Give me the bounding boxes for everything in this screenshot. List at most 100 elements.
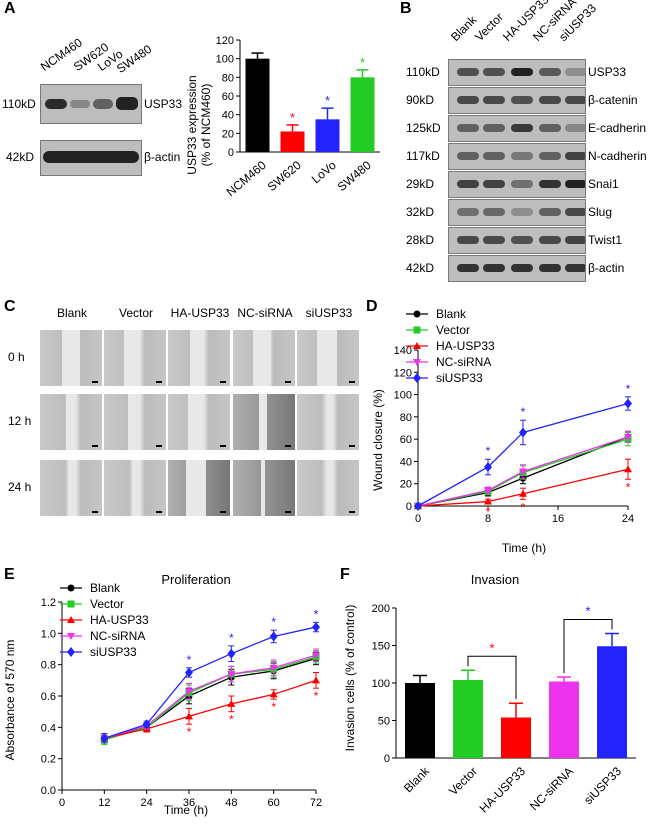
band: [565, 208, 585, 216]
series-line: [417, 468, 629, 507]
band: [457, 152, 479, 160]
band: [116, 97, 138, 110]
wound-image: [104, 394, 166, 450]
scale-bar: [220, 445, 226, 447]
panel-label-f: F: [340, 566, 350, 583]
protein-label: USP33: [588, 65, 627, 79]
y-tick-label: 80: [400, 412, 412, 424]
y-tick-label: 100: [372, 678, 390, 690]
data-point: [67, 647, 75, 657]
mw-label: 42kD: [6, 150, 35, 164]
significance-bracket: [563, 619, 613, 673]
data-point: [185, 688, 193, 696]
x-tick-label: 8: [485, 513, 491, 525]
column-label: NC-siRNA: [237, 306, 293, 320]
data-point: [100, 733, 109, 744]
series-line: [417, 436, 629, 507]
band: [483, 96, 505, 104]
wound-image: [297, 460, 359, 516]
x-tick-label: 16: [552, 513, 564, 525]
data-point: [484, 487, 492, 495]
wound-gap: [66, 394, 74, 450]
legend-label: siUSP33: [436, 371, 483, 385]
bar: [549, 681, 579, 758]
mw-label: 42kD: [406, 261, 435, 275]
column-label: siUSP33: [305, 306, 353, 320]
series-line: [104, 657, 317, 739]
scale-bar: [349, 381, 355, 383]
scale-bar: [156, 511, 162, 513]
significance-marker: *: [290, 110, 295, 125]
significance-marker: *: [489, 640, 494, 655]
y-tick-label: 0: [406, 501, 412, 513]
panel-label-c: C: [4, 298, 16, 315]
data-point: [413, 359, 421, 366]
panel-label-a: A: [4, 0, 16, 17]
protein-label: Slug: [588, 205, 613, 219]
band: [511, 180, 533, 188]
blot-strip-actin: [40, 140, 142, 176]
x-tick-label: 48: [225, 797, 237, 809]
data-point: [624, 465, 632, 473]
data-point: [227, 648, 236, 659]
row-label: 12 h: [8, 414, 32, 428]
x-tick-label: siUSP33: [581, 764, 624, 807]
band: [457, 208, 479, 216]
band: [539, 180, 561, 188]
band: [457, 68, 479, 76]
wound-image: [168, 460, 230, 516]
scale-bar: [220, 511, 226, 513]
y-tick-label: 1.0: [41, 628, 56, 640]
band: [539, 264, 561, 272]
scale-bar: [285, 445, 291, 447]
protein-label: β-catenin: [588, 93, 638, 107]
y-tick-label: 20: [222, 128, 234, 140]
band: [457, 96, 479, 104]
significance-marker: *: [271, 700, 276, 714]
x-tick-label: Vector: [446, 764, 480, 798]
significance-marker: *: [486, 444, 491, 458]
x-tick-label: LoVo: [309, 158, 339, 187]
band: [483, 264, 505, 272]
y-tick-label: 0.6: [41, 691, 56, 703]
blot-strip: [448, 171, 586, 198]
y-tick-label: 40: [222, 110, 234, 122]
wound-gap: [62, 330, 80, 386]
data-point: [269, 690, 278, 698]
data-point: [67, 600, 75, 608]
data-point: [519, 427, 527, 438]
y-tick-label: 20: [400, 479, 412, 491]
scale-bar: [92, 445, 98, 447]
wound-gap: [259, 394, 267, 450]
data-point: [185, 712, 193, 720]
data-point: [414, 501, 422, 511]
chart-title: Invasion: [471, 572, 519, 587]
scale-bar: [285, 511, 291, 513]
protein-label: β-actin: [588, 261, 625, 275]
wound-image: [297, 330, 359, 386]
significance-marker: *: [626, 382, 631, 396]
chart-a-bar: USP33 expression(% of NCM460) 0 20 40 60 80 1…: [185, 35, 380, 199]
x-tick-label: SW620: [265, 158, 304, 194]
wound-gap: [128, 394, 136, 450]
band: [483, 152, 505, 160]
mw-label: 29kD: [406, 177, 435, 191]
band: [457, 264, 479, 272]
protein-label: Snai1: [588, 177, 619, 191]
data-point: [269, 631, 278, 642]
legend-label: HA-USP33: [436, 339, 495, 353]
significance-marker: *: [360, 55, 365, 70]
mw-label: 90kD: [406, 93, 435, 107]
blot-strip: [448, 115, 586, 142]
blot-strip: [448, 255, 586, 282]
y-tick-label: 1.2: [41, 597, 56, 609]
wound-image: [168, 330, 230, 386]
scale-bar: [349, 511, 355, 513]
legend-label: Blank: [436, 307, 467, 321]
blot-strip-usp33: [40, 84, 142, 124]
band: [565, 152, 585, 160]
band: [45, 99, 67, 109]
y-tick-label: 60: [400, 434, 412, 446]
wound-gap: [261, 460, 265, 516]
wound-gap: [253, 330, 271, 386]
